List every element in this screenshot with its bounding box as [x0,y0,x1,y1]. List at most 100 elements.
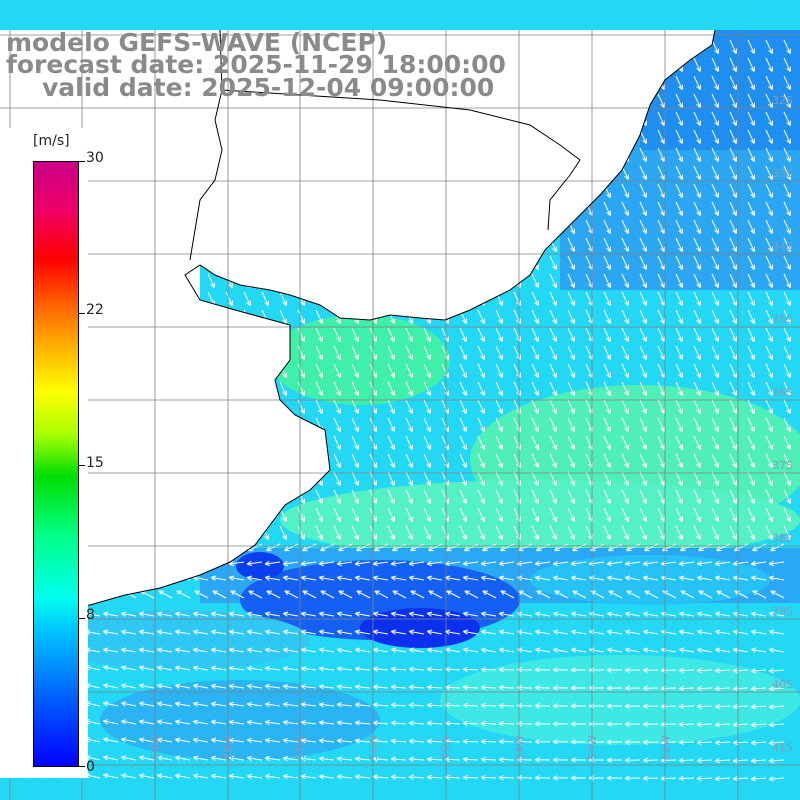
wind-arrow [783,201,791,216]
wind-arrow [192,773,209,779]
wind-arrow [333,417,341,432]
wind-arrow [711,147,719,162]
wind-arrow [606,611,623,617]
wind-arrow [606,647,623,653]
wind-arrow [657,525,665,540]
wind-arrow [711,453,719,468]
wind-arrow [423,363,431,378]
wind-arrow [103,737,119,743]
wind-arrow [714,703,731,710]
wind-arrow [716,543,731,552]
wind-arrow [297,399,305,414]
wind-arrow [750,740,767,746]
wind-arrow [423,381,431,396]
wind-arrow [588,667,604,673]
wind-arrow [264,683,281,690]
wind-arrow [768,575,785,581]
wind-arrow [534,611,551,617]
wind-arrow [783,309,791,324]
wind-arrow [696,739,713,746]
wind-arrow [729,471,737,486]
wind-arrow [549,489,557,504]
wind-arrow [531,363,539,378]
border-line [221,89,581,231]
wind-arrow [174,647,191,653]
wind-arrow [387,417,395,432]
wind-arrow [480,774,497,781]
wind-arrow [264,560,281,567]
wind-arrow [675,345,683,360]
wind-arrow [333,453,341,468]
wind-arrow [765,129,773,144]
wind-arrow [765,309,773,324]
wind-arrow [567,471,575,486]
wind-arrow [657,435,665,450]
wind-arrow [657,381,665,396]
wind-arrow [711,237,719,252]
wind-arrow [459,525,467,540]
wind-arrow [138,611,155,617]
wind-arrow [765,381,773,396]
wind-arrow [747,75,755,90]
wind-arrow [480,666,497,673]
wind-arrow [567,327,575,342]
wind-arrow [297,309,305,324]
wind-arrow [606,560,623,567]
wind-arrow [390,666,407,672]
wind-arrow [747,39,755,54]
wind-arrow [675,399,683,414]
wind-arrow [606,629,623,635]
wind-arrow [246,575,263,581]
wind-arrow [765,399,773,414]
wind-arrow [477,525,485,540]
wind-arrow [783,417,791,432]
wind-arrow [752,543,767,552]
wind-arrow [657,93,665,108]
wind-arrow [588,685,604,691]
wind-arrow [336,702,353,708]
wind-arrow [639,237,647,252]
wind-arrow [405,453,413,468]
wind-arrow [531,273,539,288]
wind-arrow [534,685,551,691]
wind-arrow [711,309,719,324]
wind-arrow [624,667,641,673]
wind-arrow [336,774,353,780]
wind-arrow [228,755,245,761]
wind-arrow [696,757,713,764]
wind-arrow [765,435,773,450]
wind-arrow [642,703,659,709]
wind-arrow [426,560,443,567]
wind-arrow [495,453,503,468]
wind-arrow [500,543,515,552]
wind-arrow [621,219,629,234]
wind-arrow [459,399,467,414]
wind-arrow [750,575,767,581]
wind-arrow [621,489,629,504]
wind-arrow [192,647,209,653]
wind-arrow [354,575,371,581]
wind-arrow [354,720,371,726]
wind-arrow [639,363,647,378]
lat-label: 35S [772,313,793,326]
wind-arrow [318,774,335,780]
wind-arrow [459,471,467,486]
lon-label: 53W [586,735,599,760]
wind-arrow [246,737,263,744]
wind-arrow [480,684,497,691]
wind-arrow [588,775,604,781]
wind-arrow [747,327,755,342]
wind-arrow [783,381,791,396]
wind-arrow [570,685,587,691]
wind-arrow [210,629,227,635]
wind-arrow [768,611,785,617]
wind-arrow [279,291,287,306]
wind-arrow [552,703,569,709]
wind-arrow [336,720,353,726]
wind-arrow [549,435,557,450]
wind-arrow [675,381,683,396]
wind-arrow [765,93,773,108]
wind-arrow [747,129,755,144]
wind-arrow [711,129,719,144]
wind-arrow [246,683,263,690]
